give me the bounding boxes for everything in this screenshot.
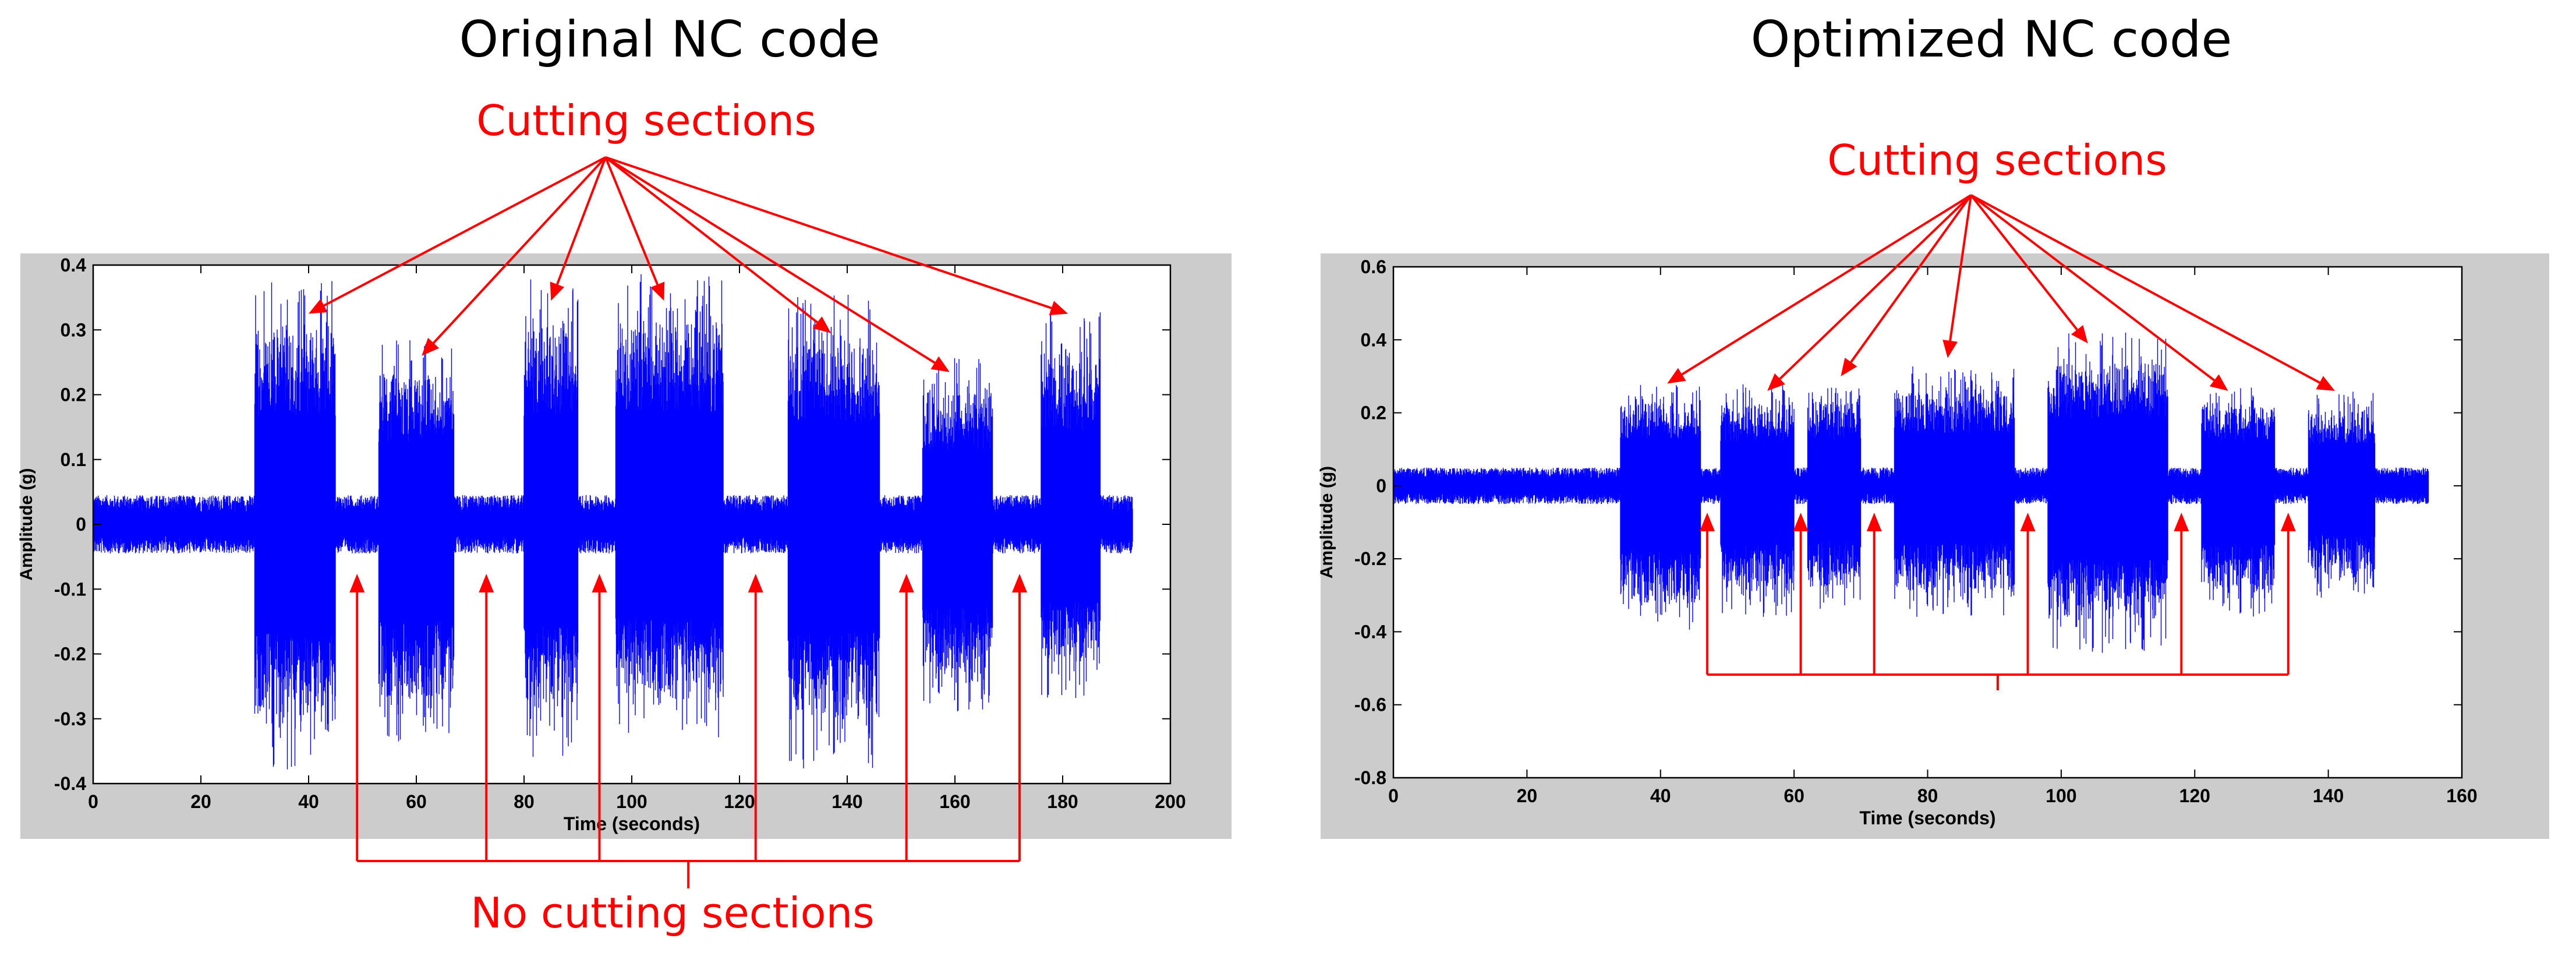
cutting-arrow-head bbox=[1767, 373, 1785, 391]
right-cutting-sections-label: Cutting sections bbox=[1827, 136, 2167, 185]
y-tick-label: 0 bbox=[1376, 475, 1386, 496]
no-cutting-arrow-head bbox=[1793, 513, 1809, 531]
right-chart-title: Optimized NC code bbox=[1750, 10, 2232, 69]
no-cutting-arrow-head bbox=[1700, 513, 1715, 531]
x-tick-label: 180 bbox=[1047, 791, 1078, 812]
y-tick-label: 0.4 bbox=[61, 255, 87, 276]
cutting-arrow-head bbox=[422, 337, 440, 356]
x-tick-label: 80 bbox=[1917, 785, 1938, 806]
y-tick-label: 0.3 bbox=[61, 319, 86, 340]
cutting-arrow-line bbox=[1779, 194, 1972, 380]
no-cutting-arrow-head bbox=[592, 574, 607, 592]
cutting-arrow-head bbox=[309, 298, 328, 314]
no-cutting-arrow-head bbox=[2174, 513, 2189, 531]
cutting-arrow-line bbox=[1970, 194, 2078, 331]
no-cutting-arrow-head bbox=[748, 574, 763, 592]
x-tick-label: 20 bbox=[1517, 785, 1538, 806]
x-tick-label: 40 bbox=[1650, 785, 1671, 806]
y-tick-label: 0.4 bbox=[1361, 329, 1387, 350]
x-tick-label: 160 bbox=[939, 791, 970, 812]
y-tick-label: -0.4 bbox=[1354, 621, 1386, 642]
y-tick-label: 0.6 bbox=[1361, 256, 1386, 277]
cutting-arrow-head bbox=[1049, 301, 1068, 316]
cutting-arrow-line bbox=[1970, 194, 2320, 384]
cutting-arrow-line bbox=[323, 156, 606, 307]
y-tick-label: 0.2 bbox=[61, 385, 86, 405]
no-cutting-arrow-head bbox=[2280, 513, 2296, 531]
cutting-arrow-line bbox=[605, 156, 1052, 309]
x-tick-label: 60 bbox=[406, 791, 427, 812]
x-tick-label: 120 bbox=[2179, 785, 2210, 806]
x-tick-label: 160 bbox=[2446, 785, 2477, 806]
y-tick-label: -0.2 bbox=[54, 644, 86, 665]
cutting-arrow-head bbox=[1942, 340, 1958, 358]
no-cutting-arrow-head bbox=[898, 574, 914, 592]
y-tick-label: 0 bbox=[76, 514, 86, 535]
cutting-arrow-line bbox=[604, 156, 936, 364]
left-no-cutting-sections-label: No cutting sections bbox=[470, 888, 875, 937]
cutting-arrow-line bbox=[433, 156, 607, 344]
cutting-arrow-head bbox=[2316, 376, 2336, 391]
y-tick-label: -0.6 bbox=[1354, 694, 1386, 715]
cutting-arrow-line bbox=[1970, 194, 2215, 382]
x-tick-label: 120 bbox=[724, 791, 755, 812]
x-tick-label: 60 bbox=[1784, 785, 1804, 806]
cutting-arrow-head bbox=[650, 281, 665, 301]
y-tick-label: 0.2 bbox=[1361, 403, 1386, 424]
y-tick-label: 0.1 bbox=[61, 449, 86, 470]
left-cutting-sections-label: Cutting sections bbox=[476, 96, 816, 145]
cutting-arrow-line bbox=[1949, 195, 1972, 341]
x-axis-label: Time (seconds) bbox=[564, 813, 700, 834]
cutting-arrow-line bbox=[1681, 194, 1972, 376]
y-axis-label: Amplitude (g) bbox=[1317, 466, 1336, 578]
x-tick-label: 200 bbox=[1155, 791, 1186, 812]
cutting-arrow-head bbox=[2071, 324, 2088, 344]
x-axis-label: Time (seconds) bbox=[1859, 807, 1995, 828]
no-cutting-arrow-head bbox=[479, 574, 494, 592]
cutting-arrow-head bbox=[1841, 357, 1857, 376]
cutting-arrow-head bbox=[930, 356, 950, 372]
x-tick-label: 0 bbox=[88, 791, 98, 812]
y-tick-label: -0.8 bbox=[1354, 767, 1386, 788]
cutting-arrow-head bbox=[2209, 374, 2228, 391]
cutting-arrow-line bbox=[1850, 194, 1972, 363]
y-tick-label: -0.3 bbox=[54, 708, 86, 729]
left-chart-title: Original NC code bbox=[459, 10, 880, 69]
x-tick-label: 140 bbox=[831, 791, 862, 812]
y-axis-label: Amplitude (g) bbox=[17, 468, 36, 580]
no-cutting-arrow-head bbox=[2020, 513, 2036, 531]
y-tick-label: -0.4 bbox=[54, 773, 86, 794]
no-cutting-arrow-head bbox=[349, 574, 365, 592]
x-tick-label: 140 bbox=[2313, 785, 2344, 806]
cutting-arrow-head bbox=[812, 316, 831, 333]
cutting-arrow-line bbox=[556, 157, 607, 285]
x-tick-label: 80 bbox=[514, 791, 535, 812]
no-cutting-arrow-head bbox=[1866, 513, 1882, 531]
x-tick-label: 0 bbox=[1388, 785, 1399, 806]
x-tick-label: 100 bbox=[616, 791, 647, 812]
cutting-arrow-head bbox=[1667, 368, 1686, 384]
x-tick-label: 40 bbox=[298, 791, 319, 812]
cutting-arrow-line bbox=[604, 156, 818, 323]
y-tick-label: -0.1 bbox=[54, 578, 86, 599]
no-cutting-arrow-head bbox=[1012, 574, 1027, 592]
cutting-arrow-head bbox=[550, 281, 565, 301]
x-tick-label: 20 bbox=[190, 791, 211, 812]
x-tick-label: 100 bbox=[2046, 785, 2076, 806]
y-tick-label: -0.2 bbox=[1354, 548, 1386, 569]
cutting-arrow-line bbox=[604, 157, 659, 285]
